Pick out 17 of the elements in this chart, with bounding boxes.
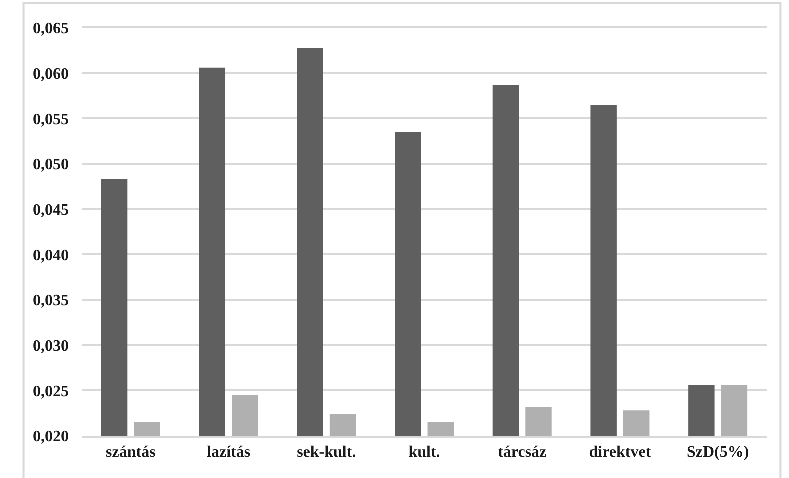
x-tick-label: SzD(5%) [686, 444, 750, 461]
x-tick-label: szántás [106, 444, 156, 461]
y-tick-label: 0,055 [33, 111, 69, 128]
x-tick-label: kult. [408, 444, 440, 461]
x-tick-label: tárcsáz [498, 444, 547, 461]
y-tick-label: 0,040 [33, 247, 69, 264]
x-tick-label: sek-kult. [297, 444, 356, 461]
y-tick-label: 0,045 [33, 202, 69, 219]
y-tick-label: 0,050 [33, 156, 69, 174]
y-tick-label: 0,025 [33, 383, 69, 400]
x-tick-label: lazítás [207, 444, 251, 461]
x-tick-label: direktvet [589, 444, 652, 461]
y-tick-label: 0,035 [33, 292, 69, 310]
y-tick-label: 0,030 [33, 338, 69, 355]
y-tick-label: 0,020 [33, 428, 69, 446]
y-tick-label: 0,065 [33, 20, 69, 38]
y-tick-label: 0,060 [33, 66, 69, 83]
